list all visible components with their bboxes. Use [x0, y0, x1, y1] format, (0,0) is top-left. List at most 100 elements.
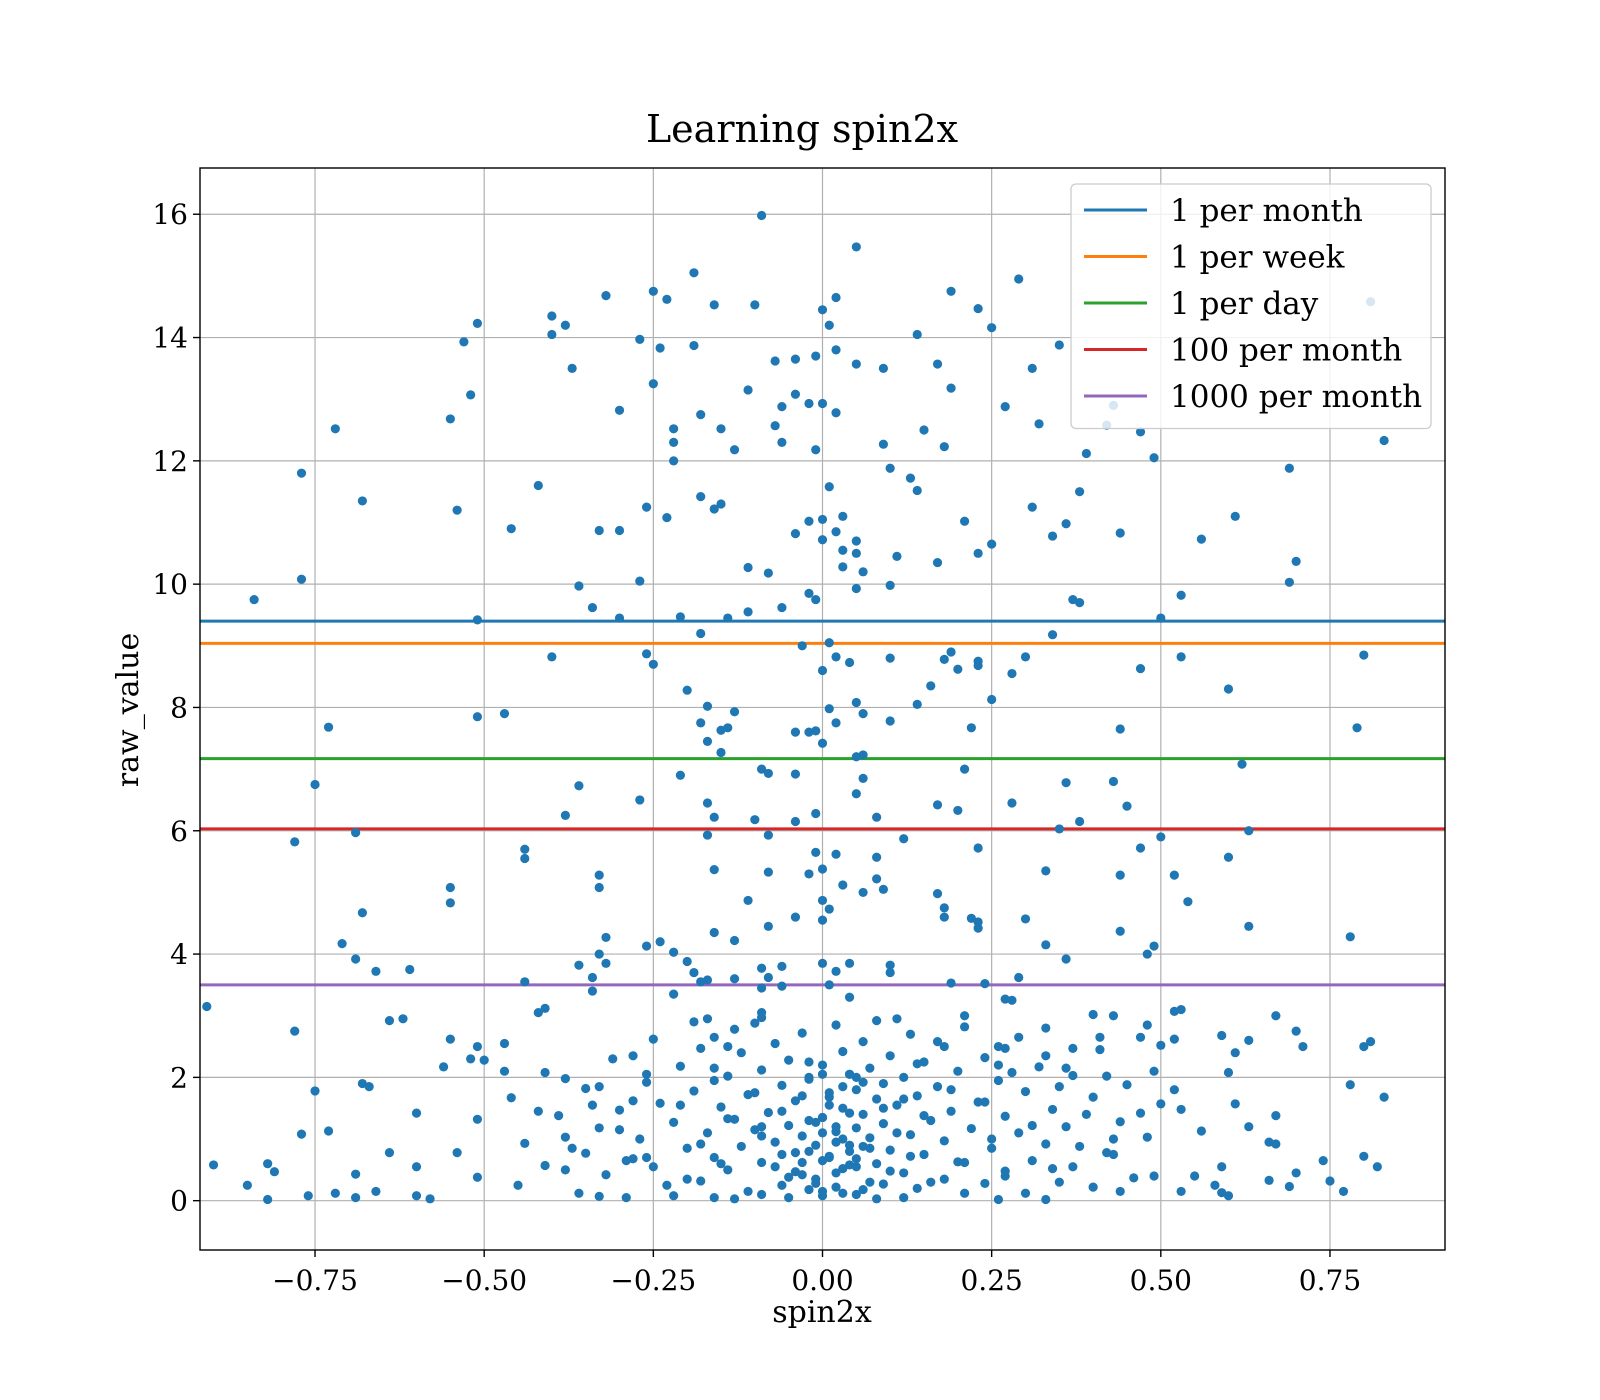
data-point	[953, 1066, 963, 1076]
data-point	[804, 1146, 814, 1156]
legend-label: 1 per week	[1170, 240, 1345, 276]
data-point	[831, 1168, 841, 1178]
y-tick-label: 8	[170, 691, 188, 724]
data-point	[533, 480, 543, 491]
data-point	[1359, 1151, 1369, 1161]
data-point	[1102, 1147, 1112, 1158]
data-point	[1027, 1120, 1037, 1131]
data-point	[310, 1086, 320, 1096]
data-point	[1223, 684, 1234, 694]
data-point	[1284, 577, 1294, 587]
data-point	[1000, 1111, 1010, 1121]
data-point	[926, 1115, 936, 1126]
data-point	[1135, 843, 1146, 853]
data-point	[817, 398, 828, 409]
data-point	[648, 1034, 658, 1044]
data-point	[885, 1145, 895, 1155]
data-point	[303, 1191, 313, 1201]
data-point	[621, 1156, 631, 1166]
data-point	[851, 789, 861, 799]
data-point	[499, 1066, 510, 1076]
data-point	[763, 972, 773, 983]
data-point	[757, 983, 767, 993]
data-point	[1041, 1023, 1051, 1033]
data-point	[574, 960, 584, 970]
data-point	[872, 852, 882, 862]
data-point	[1325, 1176, 1335, 1186]
data-point	[1271, 1011, 1281, 1021]
data-point	[838, 1188, 848, 1198]
data-point	[946, 978, 956, 988]
data-point	[899, 1192, 909, 1203]
data-point	[1075, 816, 1085, 827]
data-point	[973, 660, 983, 671]
data-point	[797, 1131, 807, 1141]
data-point	[601, 291, 611, 301]
data-point	[750, 1125, 760, 1135]
data-point	[702, 701, 713, 711]
data-point	[445, 1034, 455, 1044]
data-point	[729, 707, 740, 717]
data-point	[905, 473, 916, 483]
data-point	[736, 1141, 746, 1152]
data-point	[831, 1182, 841, 1192]
data-point	[709, 865, 719, 875]
data-point	[723, 1041, 733, 1052]
data-point	[966, 913, 976, 923]
data-point	[743, 1186, 753, 1197]
data-point	[1156, 1040, 1166, 1050]
data-point	[993, 1060, 1004, 1070]
data-point	[614, 1125, 625, 1135]
data-point	[290, 1026, 300, 1036]
data-point	[567, 1143, 577, 1153]
data-point	[560, 320, 570, 330]
data-point	[824, 980, 834, 990]
data-point	[1115, 528, 1125, 538]
data-point	[357, 908, 367, 918]
data-point	[1271, 1110, 1281, 1121]
data-point	[939, 903, 949, 913]
data-point	[702, 1128, 713, 1138]
data-point	[1088, 1009, 1098, 1020]
data-point	[790, 389, 801, 399]
data-point	[878, 1179, 888, 1189]
data-point	[371, 1186, 381, 1197]
data-point	[601, 932, 611, 943]
data-point	[594, 1082, 604, 1092]
data-point	[675, 1100, 686, 1110]
data-point	[655, 343, 665, 353]
data-point	[1061, 519, 1071, 529]
data-point	[912, 485, 922, 496]
data-point	[296, 468, 307, 478]
data-point	[669, 1117, 679, 1127]
data-point	[1291, 1168, 1301, 1178]
data-point	[878, 1119, 888, 1129]
data-point	[702, 830, 713, 840]
data-point	[709, 1075, 719, 1086]
data-point	[662, 294, 672, 304]
data-point	[709, 1032, 719, 1042]
data-point	[729, 445, 740, 455]
data-point	[1264, 1175, 1274, 1185]
data-point	[709, 504, 719, 514]
legend-label: 100 per month	[1170, 333, 1402, 369]
data-point	[574, 1188, 584, 1198]
data-point	[872, 1094, 882, 1104]
data-point	[614, 1105, 625, 1115]
data-point	[466, 390, 476, 400]
data-point	[540, 1160, 550, 1171]
y-tick-label: 14	[152, 322, 188, 355]
data-point	[533, 1008, 543, 1018]
data-point	[1223, 1191, 1234, 1201]
data-point	[1176, 652, 1186, 662]
data-point	[1108, 1134, 1119, 1144]
y-tick-label: 10	[152, 568, 188, 601]
data-point	[689, 340, 699, 351]
data-point	[1007, 1067, 1017, 1078]
data-point	[919, 1110, 929, 1121]
data-point	[1095, 1032, 1105, 1042]
data-point	[892, 551, 902, 562]
data-point	[824, 482, 834, 492]
data-point	[1088, 1182, 1098, 1192]
data-point	[824, 904, 834, 914]
